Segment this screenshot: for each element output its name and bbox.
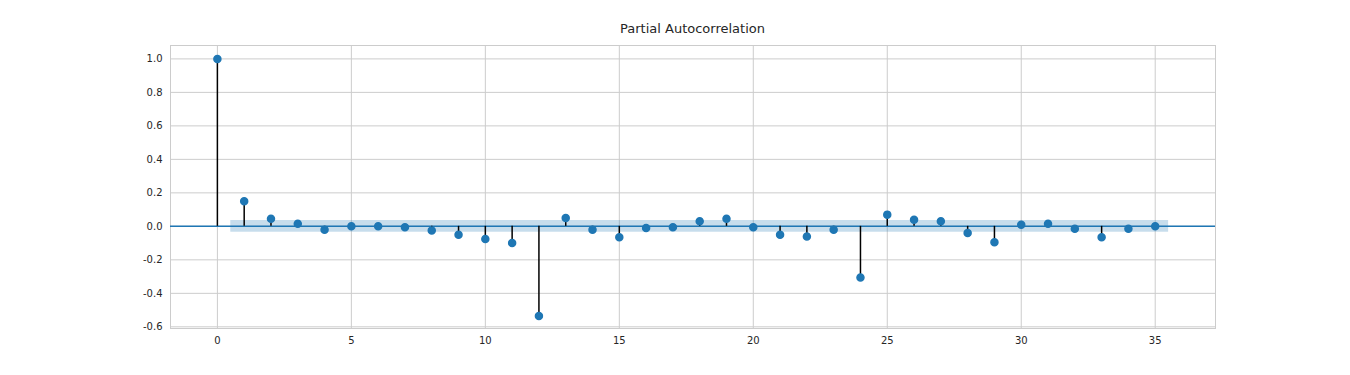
svg-text:0: 0 <box>214 335 220 346</box>
svg-text:1.0: 1.0 <box>147 53 163 64</box>
svg-text:0.2: 0.2 <box>147 187 163 198</box>
svg-text:-0.2: -0.2 <box>143 254 163 265</box>
svg-text:0.8: 0.8 <box>147 87 163 98</box>
svg-text:20: 20 <box>747 335 760 346</box>
svg-text:-0.4: -0.4 <box>143 288 163 299</box>
svg-text:25: 25 <box>881 335 894 346</box>
svg-text:30: 30 <box>1015 335 1028 346</box>
html-text:Partial Autocorrelation: Partial Autocorrelation <box>620 21 765 36</box>
svg-text:0.4: 0.4 <box>147 154 163 165</box>
svg-text:5: 5 <box>348 335 354 346</box>
svg-text:0.0: 0.0 <box>147 221 163 232</box>
svg-text:10: 10 <box>479 335 492 346</box>
svg-text:15: 15 <box>613 335 626 346</box>
svg-text:35: 35 <box>1149 335 1162 346</box>
svg-text:-0.6: -0.6 <box>143 321 163 332</box>
svg-text:0.6: 0.6 <box>147 120 163 131</box>
